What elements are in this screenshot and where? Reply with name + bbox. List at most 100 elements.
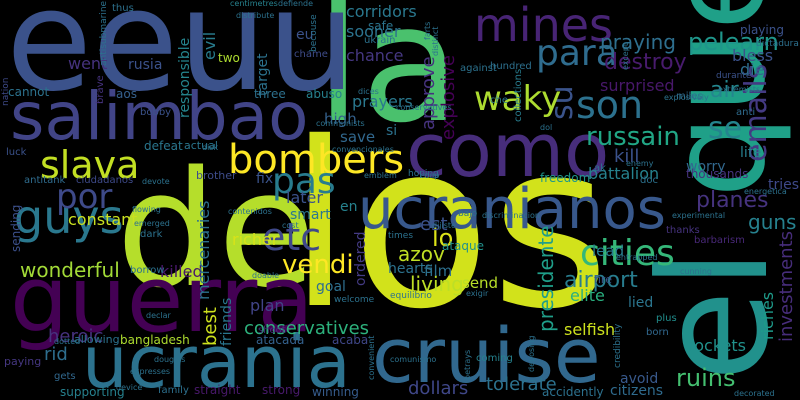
word-gets: gets	[54, 371, 76, 382]
word-russain: russain	[586, 122, 680, 152]
word-dictadura: dictadura	[756, 39, 799, 49]
word-constant: constant	[68, 210, 138, 229]
word-responsible: responsible	[177, 37, 193, 118]
word-die: die	[740, 60, 765, 79]
word-smart: smart	[290, 207, 331, 223]
word-explosively: except	[621, 43, 630, 70]
word-strong: strong	[262, 383, 301, 397]
word-convencionales: convenient	[367, 335, 376, 380]
word-supporting: supporting	[60, 385, 125, 399]
word-worry: worry	[686, 159, 726, 175]
word-si: si	[386, 123, 398, 139]
word-against: against	[460, 63, 497, 74]
word-pas: pas	[272, 161, 336, 202]
word-de: de	[116, 136, 316, 323]
word-lo: lo	[432, 224, 454, 252]
word-kill: kill	[614, 146, 640, 167]
word-fix: fix	[256, 171, 274, 187]
word-emerged: expresses	[130, 367, 171, 376]
word-luck: luck	[6, 147, 27, 158]
word-dijiste: declar	[146, 311, 171, 320]
word-credibility: decorated	[734, 389, 775, 398]
word-collections: collections	[513, 68, 524, 122]
word-thousands: thousands	[686, 167, 749, 181]
word-send: send	[462, 274, 499, 292]
word-freedom: freedom	[540, 171, 591, 185]
word-lead: lead	[592, 242, 625, 260]
word-ak: ak	[594, 163, 606, 174]
word-chance: chance	[346, 46, 404, 65]
word-antisubmarine: nation	[1, 77, 11, 106]
word-lied: lied	[628, 295, 654, 311]
word-atacada: atacada	[256, 333, 305, 347]
word-allowing: allowing	[74, 333, 120, 346]
word-straight: straight	[194, 383, 241, 397]
word-aos: aos	[116, 87, 137, 101]
word-friends: friends	[219, 297, 235, 346]
word-guys: guys	[14, 190, 124, 244]
word-convenient: contenidos	[228, 207, 272, 216]
word-killed: killed	[160, 262, 203, 281]
word-waky: waky	[474, 79, 562, 119]
word-por: por	[56, 177, 113, 217]
word-hearts: hearts	[388, 261, 433, 277]
word-ataque: ataque	[442, 239, 485, 253]
word-best: best	[200, 307, 221, 346]
word-experimental: energetica	[744, 187, 787, 196]
word-brother: brother	[196, 169, 237, 182]
word-planes: planes	[696, 188, 769, 213]
word-se: se	[708, 111, 743, 146]
word-went: went	[68, 54, 108, 73]
word-doable: cost	[282, 221, 299, 230]
word-two: two	[218, 51, 240, 65]
word-born: born	[646, 327, 669, 338]
word-hundred: hundred	[490, 61, 532, 72]
word-farts: distribute	[236, 11, 275, 20]
word-becouse: doc	[640, 175, 658, 186]
word-bobby: bobby	[140, 107, 172, 118]
word-est: est	[420, 214, 448, 235]
word-defiende: coup	[420, 171, 440, 180]
word-wonderful: wonderful	[20, 258, 120, 282]
word-los: los	[288, 93, 610, 359]
word-centimetres: antisubmarine	[99, 0, 109, 66]
word-conservatives: conservatives	[244, 318, 370, 339]
word-goal: goal	[316, 279, 346, 295]
word-film: film	[424, 262, 453, 280]
word-expresses: device	[116, 383, 143, 392]
word-etc: etc	[262, 215, 322, 259]
word-thanks: thanks	[666, 225, 700, 236]
word-save: save	[340, 128, 376, 146]
word-ciudadanos: ciudadanos	[76, 175, 134, 186]
word-son: son	[576, 83, 644, 127]
word-device: comunismo	[390, 355, 437, 364]
word-rockets: rockets	[688, 336, 746, 355]
word-brave: brave	[95, 75, 106, 104]
word-except: deposing	[527, 335, 536, 372]
word-betrays: bajo	[458, 209, 478, 219]
word-durante: durante	[716, 71, 752, 81]
word-winning: winning	[312, 385, 359, 399]
word-selfish: selfish	[564, 320, 616, 339]
word-conservatives-small: centimetres	[230, 0, 278, 8]
word-surprised: surprised	[600, 76, 675, 95]
word-eeuu: eeuu	[6, 0, 356, 123]
word-living: living	[410, 272, 464, 296]
word-bangladesh: bangladesh	[120, 333, 190, 347]
word-welcome: equilibrio	[390, 291, 432, 301]
word-flowing: emerged	[134, 219, 170, 228]
word-antitank: antitank	[24, 175, 66, 186]
word-equilibrio: exigir	[466, 289, 489, 298]
word-rusia: rusia	[128, 57, 163, 73]
word-coming: coming	[476, 353, 513, 364]
word-accidently: accidently	[542, 385, 604, 399]
word-prayers: prayers	[352, 92, 413, 111]
word-tolerate: tolerate	[486, 374, 557, 395]
word-miles: miles	[676, 91, 703, 102]
word-decorated: discriminacion	[482, 211, 540, 220]
word-guerra: guerra	[10, 246, 314, 353]
word-pelearn: pelearn	[688, 28, 779, 56]
word-plus: plus	[656, 313, 677, 324]
word-shoot: shoot	[258, 325, 286, 336]
